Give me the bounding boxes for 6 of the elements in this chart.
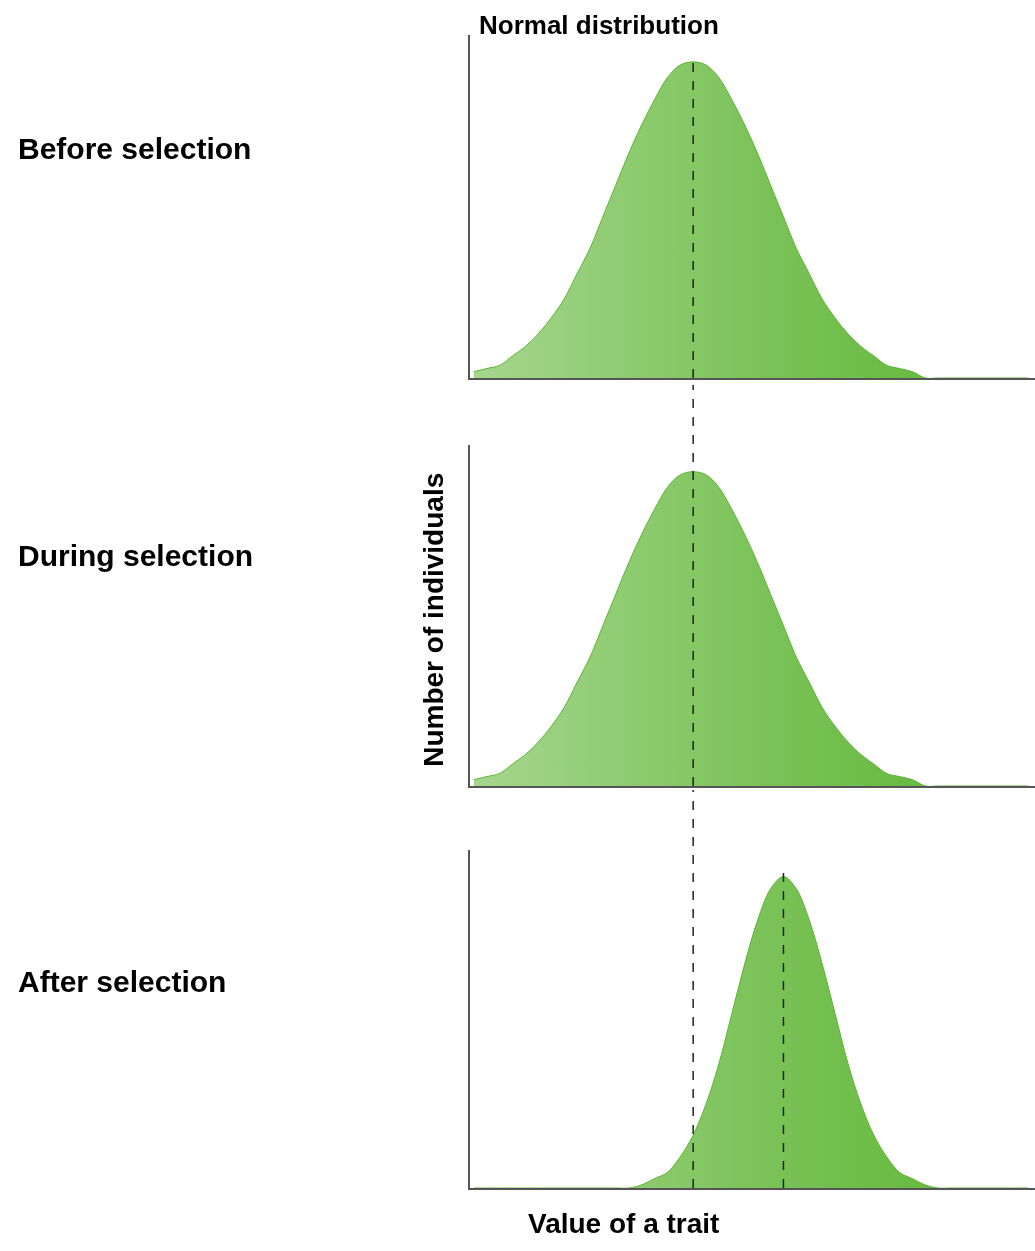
- y-axis-title: Number of individuals: [417, 472, 449, 767]
- chart-title: Normal distribution: [479, 10, 719, 40]
- text: During selection: [18, 539, 254, 572]
- text: Before selection: [18, 132, 252, 165]
- x-axis-title: Value of a trait: [528, 1208, 720, 1239]
- text: After selection: [18, 965, 227, 998]
